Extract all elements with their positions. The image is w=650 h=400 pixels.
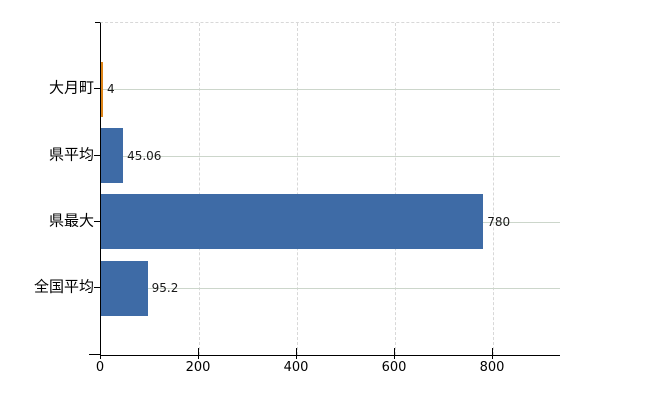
vertical-gridline — [297, 23, 298, 355]
bar-全国平均 — [101, 260, 148, 316]
bar-value-label: 780 — [487, 214, 511, 229]
vertical-gridline — [395, 23, 396, 355]
x-axis-tick-label: 600 — [381, 360, 407, 375]
x-axis-tick-label: 200 — [185, 360, 211, 375]
vertical-gridline — [493, 23, 494, 355]
bar-県平均 — [101, 128, 124, 184]
category-label: 全国平均 — [33, 277, 94, 296]
horizontal-gridline — [101, 155, 560, 157]
bar-value-label: 95.2 — [151, 281, 179, 296]
x-axis-tick-label: 0 — [95, 360, 105, 375]
x-axis-tick-label: 400 — [283, 360, 309, 375]
horizontal-gridline — [101, 89, 560, 91]
x-axis-left-overhang — [89, 354, 101, 355]
bar-value-label: 4 — [107, 82, 115, 97]
y-axis-top-tick — [95, 22, 101, 23]
bar-県最大 — [101, 194, 484, 250]
bar-value-label: 45.06 — [127, 148, 162, 163]
horizontal-gridline — [101, 288, 560, 290]
category-label: 県最大 — [48, 211, 94, 230]
vertical-gridline — [199, 23, 200, 355]
category-label: 県平均 — [48, 145, 94, 164]
x-axis-tick-label: 800 — [479, 360, 505, 375]
plot-area: 4 45.06 780 95.2 — [100, 22, 560, 356]
bar-大月町 — [101, 61, 103, 117]
category-label: 大月町 — [48, 78, 94, 97]
